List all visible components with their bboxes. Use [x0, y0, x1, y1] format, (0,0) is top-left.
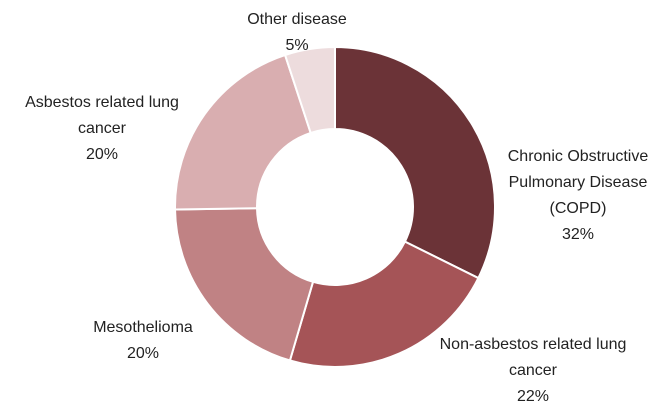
value-label: 20%: [126, 345, 160, 362]
donut-slice: [174, 207, 315, 362]
slice-label: Chronic Obstructive Pulmonary Disease (C…: [498, 144, 658, 248]
category-label: Mesothelioma: [93, 319, 193, 336]
donut-slice: [334, 45, 496, 280]
category-label: Chronic Obstructive Pulmonary Disease (C…: [507, 148, 649, 217]
category-label: Non-asbestos related lung cancer: [439, 336, 627, 379]
donut-slice: [174, 53, 312, 211]
category-label: Other disease: [247, 11, 347, 28]
value-label: 5%: [285, 37, 309, 54]
value-label: 22%: [516, 388, 550, 405]
value-label: 20%: [85, 146, 119, 163]
donut-slice: [283, 45, 336, 135]
slice-label: Non-asbestos related lung cancer 22%: [438, 332, 628, 410]
value-label: 32%: [561, 226, 595, 243]
slice-label: Asbestos related lung cancer 20%: [2, 90, 202, 168]
slice-label: Other disease 5%: [217, 7, 377, 59]
donut-slice: [288, 240, 480, 368]
category-label: Asbestos related lung cancer: [25, 94, 179, 137]
slice-label: Mesothelioma 20%: [73, 315, 213, 367]
